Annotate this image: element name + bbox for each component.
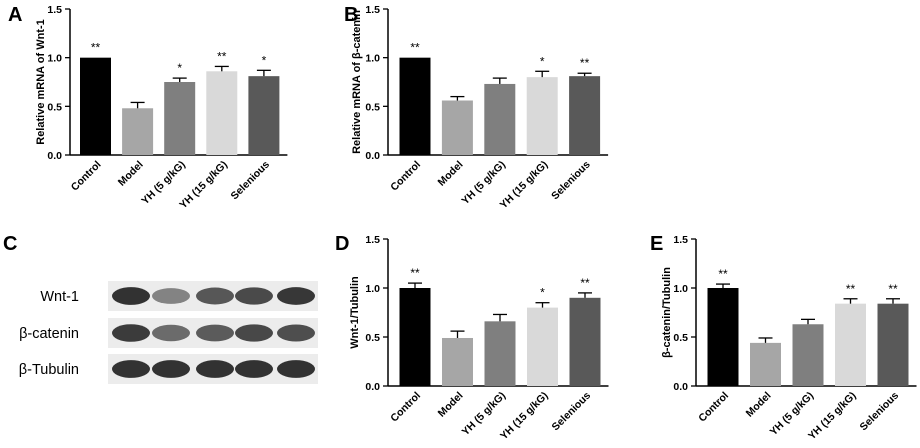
blot-band <box>112 324 150 342</box>
significance-marker: ** <box>888 282 898 296</box>
y-tick-label: 1.0 <box>365 283 380 295</box>
x-tick-label: Model <box>436 390 466 420</box>
y-tick-label: 1.5 <box>365 234 380 246</box>
y-axis-label: Relative mRNA of Wnt-1 <box>35 19 47 145</box>
significance-marker: * <box>540 54 545 68</box>
y-axis-label: β-catenin/Tubulin <box>661 267 673 358</box>
y-tick-label: 1.5 <box>365 4 380 16</box>
y-tick-label: 0.0 <box>47 150 62 162</box>
y-tick-label: 1.5 <box>673 234 688 246</box>
bar-1 <box>707 288 739 386</box>
bar-3 <box>792 324 824 386</box>
bar-2 <box>441 100 473 155</box>
blot-band <box>235 360 273 378</box>
x-tick-label: Model <box>744 390 774 420</box>
y-axis-label: Relative mRNA of β-catenin <box>351 10 363 154</box>
blot-band <box>112 287 150 305</box>
y-tick-label: 1.0 <box>47 53 62 65</box>
significance-marker: * <box>262 53 267 67</box>
bar-4 <box>206 71 238 155</box>
bar-3 <box>484 321 516 386</box>
bar-5 <box>877 303 909 386</box>
y-tick-label: 1.0 <box>365 53 380 65</box>
significance-marker: ** <box>718 267 728 281</box>
western-blot: Wnt-1 β-catenin β-Tubulin <box>19 281 318 384</box>
x-tick-label: Control <box>69 159 104 194</box>
blot-band <box>277 360 315 378</box>
panel-letter-a: A <box>8 4 22 26</box>
bar-4 <box>835 303 866 386</box>
blot-label-2: β-Tubulin <box>19 362 79 378</box>
y-tick-label: 1.5 <box>47 4 62 16</box>
significance-marker: ** <box>846 282 856 296</box>
significance-marker: * <box>177 61 182 75</box>
y-tick-label: 0.5 <box>365 101 380 113</box>
panel-letter-d: D <box>335 233 349 255</box>
blot-band <box>152 360 190 378</box>
bar-1 <box>399 288 431 386</box>
blot-band <box>196 287 234 305</box>
blot-label-0: Wnt-1 <box>40 289 79 305</box>
x-tick-label: Control <box>388 159 423 194</box>
chart-panel-e: 0.0 0.5 1.0 1.5 β-catenin/Tubulin ** Control Mo… <box>661 234 917 442</box>
bar-4 <box>527 307 558 386</box>
panel-letter-c: C <box>3 233 17 255</box>
significance-marker: ** <box>410 41 420 55</box>
x-tick-label: Selenious <box>858 390 902 434</box>
bar-1 <box>399 57 431 155</box>
x-tick-label: Selenious <box>228 159 272 203</box>
x-tick-label: Selenious <box>549 159 593 203</box>
blot-band <box>277 287 315 305</box>
bar-1 <box>80 57 111 155</box>
bar-4 <box>526 77 558 155</box>
significance-marker: ** <box>410 266 420 280</box>
bar-3 <box>484 83 516 155</box>
y-axis-label: Wnt-1/Tubulin <box>349 276 361 349</box>
x-tick-label: Model <box>436 159 466 189</box>
blot-band <box>277 324 315 342</box>
blot-band <box>235 287 273 305</box>
significance-marker: ** <box>91 41 101 55</box>
blot-band <box>196 324 234 342</box>
y-tick-label: 1.0 <box>673 283 688 295</box>
bar-2 <box>750 342 781 386</box>
significance-marker: ** <box>580 56 590 70</box>
significance-marker: ** <box>580 276 590 290</box>
blot-band <box>152 324 190 342</box>
x-tick-label: Model <box>116 159 146 189</box>
significance-marker: ** <box>217 49 227 63</box>
blot-band <box>235 324 273 342</box>
y-tick-label: 0.0 <box>365 150 380 162</box>
bar-3 <box>164 82 196 155</box>
x-tick-label: Control <box>696 390 731 425</box>
panel-letter-e: E <box>650 233 663 255</box>
panel-letter-b: B <box>344 4 358 26</box>
bar-2 <box>122 108 154 155</box>
bar-5 <box>569 76 601 155</box>
bar-2 <box>442 337 473 386</box>
blot-label-1: β-catenin <box>19 326 79 342</box>
y-tick-label: 0.0 <box>365 381 380 393</box>
x-tick-label: Control <box>388 390 423 425</box>
x-tick-label: Selenious <box>550 390 594 434</box>
y-tick-label: 0.5 <box>47 101 62 113</box>
y-tick-label: 0.5 <box>365 332 380 344</box>
significance-marker: * <box>540 286 545 300</box>
y-tick-label: 0.5 <box>673 332 688 344</box>
bar-5 <box>569 297 601 386</box>
y-tick-label: 0.0 <box>673 381 688 393</box>
blot-band <box>196 360 234 378</box>
bar-5 <box>248 76 280 155</box>
blot-band <box>152 288 190 304</box>
blot-band <box>112 360 150 378</box>
